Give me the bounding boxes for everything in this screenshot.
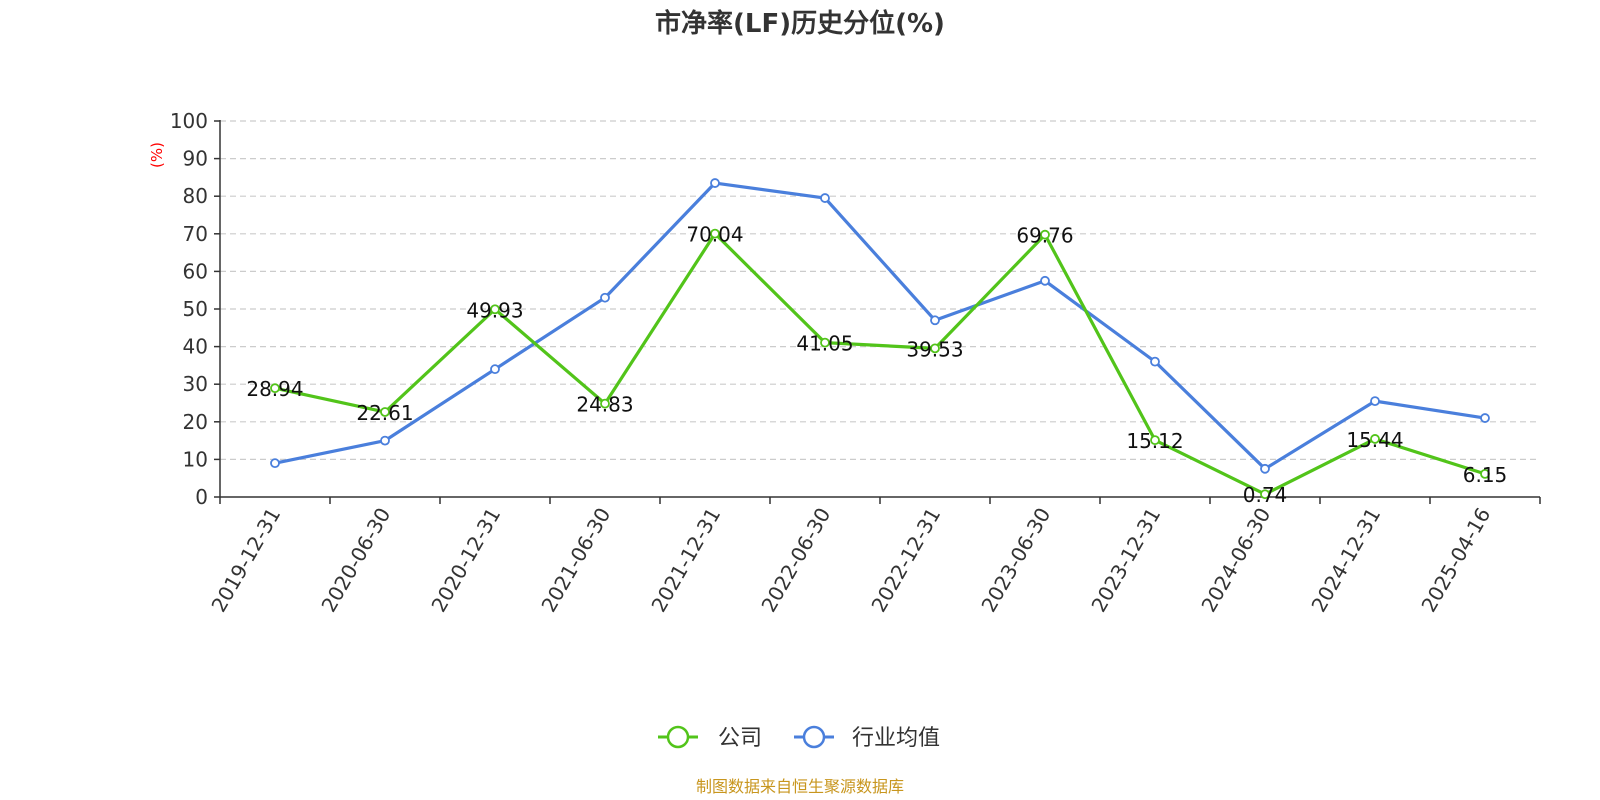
data-label: 22.61 [356,401,413,425]
y-axis-ticks: 0 10 20 30 40 50 60 70 80 90 100 [170,109,220,509]
data-point[interactable] [1260,489,1270,500]
source-note: 制图数据来自恒生聚源数据库 [696,777,904,796]
series-industry-avg [270,178,1490,474]
y-tick-label: 20 [183,410,208,434]
legend-item-industry-avg[interactable]: 行业均值 [794,725,940,751]
x-tick-label: 2021-12-31 [646,504,725,617]
x-tick-label: 2020-06-30 [316,504,395,617]
x-tick-label: 2022-12-31 [866,504,945,617]
data-label: 49.93 [466,298,523,322]
y-tick-label: 30 [183,372,208,396]
data-point[interactable] [380,435,390,446]
x-tick-label: 2021-06-30 [536,504,615,617]
data-label: 6.15 [1463,463,1508,487]
data-point[interactable] [380,407,390,417]
data-label: 28.94 [246,377,303,401]
data-point[interactable] [490,364,500,375]
y-tick-label: 50 [183,297,208,321]
data-point[interactable] [820,337,830,348]
y-tick-label: 80 [183,184,208,208]
data-point[interactable] [1040,229,1050,240]
legend-industry-label: 行业均值 [852,726,940,751]
y-axis-unit: (%) [148,142,166,168]
x-tick-label: 2025-04-16 [1416,504,1495,617]
x-tick-label: 2019-12-31 [206,504,285,617]
legend-company-marker [666,725,690,749]
y-tick-label: 60 [183,259,208,283]
series-company [270,228,1490,500]
data-label: 41.05 [796,332,853,356]
data-label: 0.74 [1243,483,1288,507]
series-line [274,181,1486,471]
data-point[interactable] [930,343,940,354]
data-point[interactable] [1150,435,1160,446]
data-point[interactable] [1370,396,1380,407]
x-tick-label: 2024-12-31 [1306,504,1385,617]
data-point[interactable] [1480,413,1490,423]
data-point[interactable] [820,193,830,203]
data-labels: 28.94 22.61 49.93 24.83 70.04 41.05 39.53 69.76… [246,223,1507,508]
series-layer [270,178,1490,500]
x-tick-label: 2023-12-31 [1086,504,1165,617]
legend-industry-marker [802,725,826,749]
series-line [274,232,1486,496]
x-tick-label: 2020-12-31 [426,504,505,617]
data-point[interactable] [270,383,280,394]
y-tick-label: 100 [170,109,208,133]
data-label: 69.76 [1016,224,1073,248]
data-label: 15.12 [1126,429,1183,453]
data-point[interactable] [490,304,500,315]
x-axis-ticks: 2019-12-31 2020-06-30 2020-12-31 2021-06-30… [206,497,1541,617]
y-tick-label: 70 [183,222,208,246]
data-point[interactable] [1150,356,1160,367]
data-point[interactable] [600,398,610,409]
x-tick-label: 2023-06-30 [976,504,1055,617]
data-label: 15.44 [1346,428,1403,452]
data-point[interactable] [1480,468,1490,479]
data-label: 70.04 [686,223,743,247]
data-point[interactable] [1260,463,1270,474]
legend-company-label: 公司 [718,726,762,751]
data-label: 24.83 [576,393,633,417]
grid-lines [220,120,1540,460]
y-tick-label: 90 [183,147,208,171]
data-label: 39.53 [906,337,963,361]
y-tick-label: 0 [195,485,208,509]
y-tick-label: 40 [183,335,208,359]
x-tick-label: 2024-06-30 [1196,504,1275,617]
legend[interactable]: 公司 行业均值 [658,725,940,751]
legend-item-company[interactable]: 公司 [658,725,762,751]
data-point[interactable] [1040,275,1050,286]
data-point[interactable] [710,228,720,239]
data-point[interactable] [710,178,720,188]
x-tick-label: 2022-06-30 [756,504,835,617]
data-point[interactable] [1370,434,1380,444]
data-point[interactable] [930,315,940,326]
y-tick-label: 10 [183,447,208,471]
data-point[interactable] [270,458,280,469]
data-point[interactable] [600,292,610,303]
chart-title: 市净率(LF)历史分位(%) [655,8,945,39]
